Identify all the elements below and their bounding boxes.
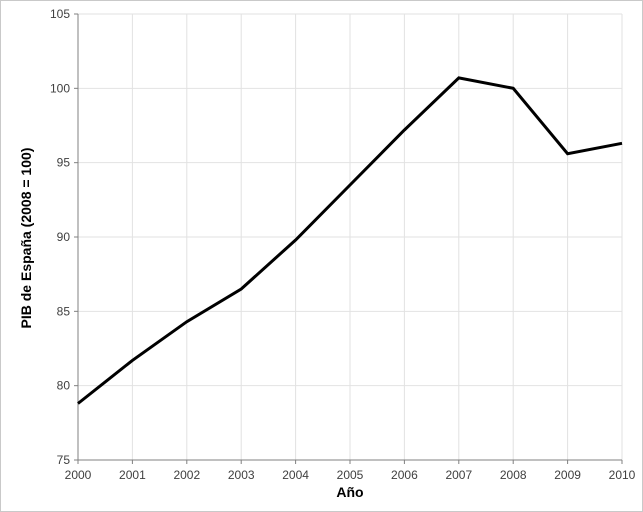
x-tick-label: 2005 (337, 468, 364, 482)
x-tick-label: 2002 (173, 468, 200, 482)
y-tick-label: 95 (57, 156, 71, 170)
y-tick-label: 90 (57, 230, 71, 244)
x-tick-label: 2009 (554, 468, 581, 482)
y-tick-label: 75 (57, 453, 71, 467)
x-tick-label: 2004 (282, 468, 309, 482)
x-axis-title: Año (336, 484, 363, 500)
y-tick-label: 80 (57, 379, 71, 393)
tick-labels: 2000 2001 2002 2003 2004 2005 2006 2007 2008 2009… (50, 7, 636, 482)
data-line-pib (77, 76, 623, 405)
tick-marks (74, 13, 623, 464)
y-tick-label: 100 (50, 81, 70, 95)
y-tick-label: 85 (57, 304, 71, 318)
x-tick-label: 2007 (445, 468, 472, 482)
x-tick-label: 2000 (65, 468, 92, 482)
x-tick-label: 2010 (609, 468, 636, 482)
x-tick-label: 2003 (228, 468, 255, 482)
gridlines (78, 13, 623, 460)
y-tick-label: 105 (50, 7, 70, 21)
x-tick-label: 2006 (391, 468, 418, 482)
x-tick-label: 2001 (119, 468, 146, 482)
x-tick-label: 2008 (500, 468, 527, 482)
y-axis-title: PIB de España (2008 = 100) (18, 148, 34, 329)
